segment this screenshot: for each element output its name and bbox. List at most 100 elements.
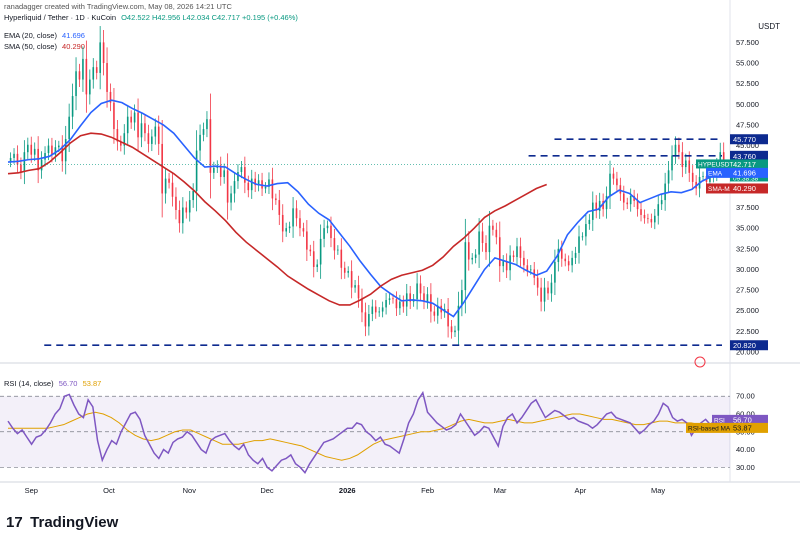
candle-body xyxy=(660,200,663,205)
candle-body xyxy=(82,58,84,80)
candle-body xyxy=(288,226,291,229)
candle-body xyxy=(333,238,336,251)
symbol-line: Hyperliquid / Tether · 1D · KuCoin xyxy=(4,13,116,22)
candle-body xyxy=(368,314,370,327)
candle-body xyxy=(619,185,622,194)
candle-body xyxy=(543,287,546,302)
candle-body xyxy=(271,179,274,199)
candle-body xyxy=(27,144,29,153)
candle-body xyxy=(295,208,298,219)
candle-body xyxy=(423,293,425,302)
candle-body xyxy=(433,311,436,316)
time-tick-label: Oct xyxy=(103,486,116,495)
price-tick-label: 27.500 xyxy=(736,286,759,295)
candle-body xyxy=(540,287,542,302)
candle-body xyxy=(123,133,126,146)
candle-body xyxy=(719,152,722,166)
candle-body xyxy=(330,225,332,239)
level-price-tag xyxy=(730,134,768,145)
ema-tag-value xyxy=(730,167,768,178)
candle-body xyxy=(85,58,88,95)
candle-body xyxy=(278,200,281,215)
rsi-tick-label: 30.00 xyxy=(736,463,755,472)
candle-body xyxy=(95,67,98,73)
price-tick-label: 52.500 xyxy=(736,79,759,88)
candle-body xyxy=(578,236,580,253)
candle-body xyxy=(250,178,253,191)
rsi-ma-value: 53.87 xyxy=(82,379,102,388)
candle-body xyxy=(323,228,325,239)
price-tick-label: 35.000 xyxy=(736,224,759,233)
candle-body xyxy=(361,298,363,313)
candle-body xyxy=(157,126,160,144)
candle-body xyxy=(20,164,22,173)
candle-body xyxy=(416,283,418,300)
candle-body xyxy=(667,170,670,184)
candle-body xyxy=(268,179,270,187)
candle-body xyxy=(402,301,405,307)
currency-label: USDT xyxy=(758,22,780,31)
candle-body xyxy=(354,285,356,288)
current-price-label: 42.717 xyxy=(733,160,756,169)
alert-icon[interactable] xyxy=(694,356,706,368)
candle-body xyxy=(529,269,532,271)
price-tick-label: 37.500 xyxy=(736,203,759,212)
candle-body xyxy=(664,183,666,201)
candle-body xyxy=(374,306,377,313)
candle-body xyxy=(30,144,33,155)
symbol-header[interactable]: Hyperliquid / Tether · 1D · KuCoin O42.5… xyxy=(4,13,298,22)
candle-body xyxy=(213,167,215,173)
price-tick-label: 57.500 xyxy=(736,38,759,47)
sma-tag-value xyxy=(730,183,768,194)
candle-body xyxy=(399,301,401,309)
rsi-ma-tag-value-label: 53.87 xyxy=(733,423,752,432)
candle-body xyxy=(671,155,673,171)
candle-body xyxy=(58,145,60,148)
candle-body xyxy=(54,147,57,155)
candle-body xyxy=(605,195,608,210)
candle-body xyxy=(495,229,498,238)
candle-body xyxy=(702,176,704,177)
tradingview-logo[interactable]: 17 TradingView xyxy=(6,514,118,531)
candle-body xyxy=(102,42,105,64)
candle-body xyxy=(182,207,184,224)
candle-body xyxy=(247,182,250,191)
price-tick-label: 55.000 xyxy=(736,59,759,68)
candle-body xyxy=(612,173,615,179)
candle-body xyxy=(137,112,139,138)
candle-body xyxy=(319,238,322,265)
candle-body xyxy=(219,165,222,177)
candle-body xyxy=(144,123,146,134)
ema-legend[interactable]: EMA (20, close) 41.696 xyxy=(4,31,85,40)
level-price-label: 45.770 xyxy=(733,135,756,144)
candle-body xyxy=(185,207,188,213)
tradingview-logo-text: TradingView xyxy=(30,514,119,531)
candle-body xyxy=(9,157,12,162)
candle-body xyxy=(199,134,201,151)
candle-body xyxy=(674,144,677,156)
candle-body xyxy=(78,71,81,80)
candle-body xyxy=(598,200,601,211)
sma-legend[interactable]: SMA (50, close) 40.290 xyxy=(4,42,85,51)
candle-body xyxy=(622,193,625,203)
candle-body xyxy=(554,262,556,283)
level-price-tag xyxy=(730,340,768,351)
rsi-legend[interactable]: RSI (14, close) 56.70 53.87 xyxy=(4,379,101,388)
candle-body xyxy=(478,231,480,255)
candle-body xyxy=(130,116,132,123)
candle-body xyxy=(75,71,77,97)
candle-body xyxy=(309,249,312,252)
ohlc-values: O42.522 H42.956 L42.034 C42.717 +0.195 (… xyxy=(121,13,298,22)
candle-body xyxy=(209,119,212,173)
candle-body xyxy=(161,143,163,194)
sma-value: 40.290 xyxy=(62,42,85,51)
candle-body xyxy=(567,261,570,266)
price-tick-label: 22.500 xyxy=(736,327,759,336)
rsi-tag-name-label: RSI xyxy=(714,417,725,424)
time-tick-label: Sep xyxy=(25,486,38,495)
ema-tag-value-label: 41.696 xyxy=(733,168,756,177)
candle-body xyxy=(171,182,174,197)
candle-body xyxy=(685,160,687,168)
candle-body xyxy=(306,231,308,250)
